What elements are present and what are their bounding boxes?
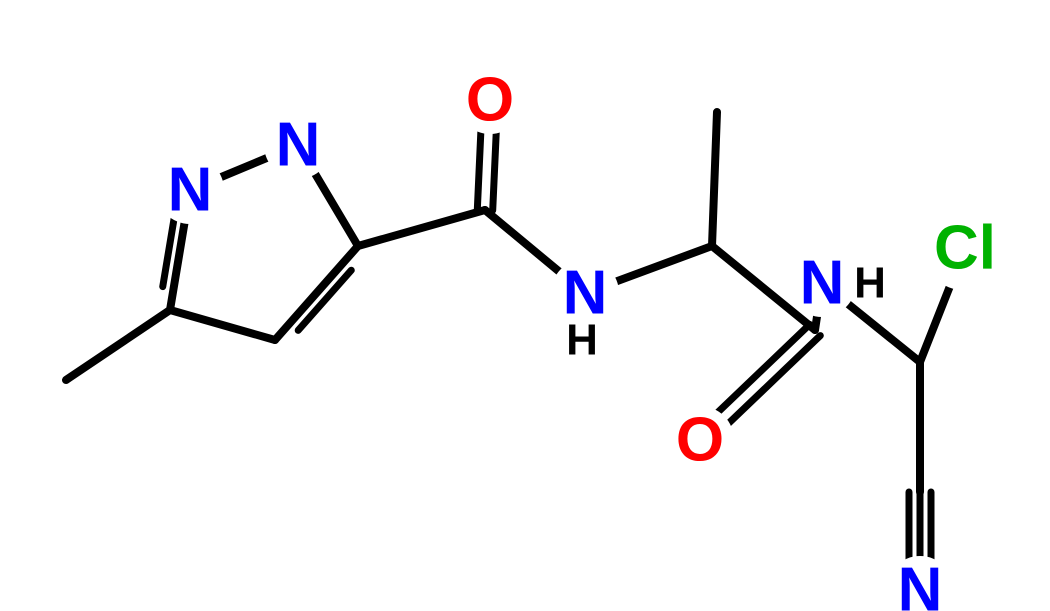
- atom-N2: N: [168, 156, 213, 225]
- atom-H4: H: [854, 259, 886, 308]
- atom-H3: H: [566, 316, 598, 365]
- atom-Cl: Cl: [934, 214, 996, 283]
- molecule-diagram: NNONHNHOClN: [0, 0, 1050, 611]
- labels-layer: NNONHNHOClN: [168, 66, 996, 611]
- atom-N4: N: [800, 249, 845, 318]
- atom-O2: O: [676, 406, 724, 475]
- atom-O1: O: [466, 66, 514, 135]
- atom-Ntrip: N: [898, 556, 943, 611]
- atom-N1: N: [276, 111, 321, 180]
